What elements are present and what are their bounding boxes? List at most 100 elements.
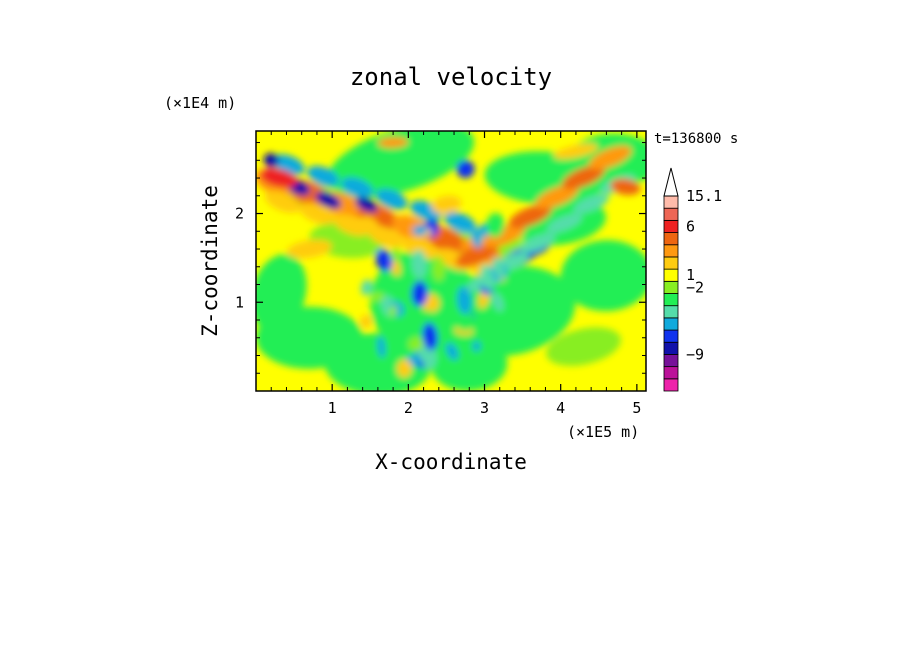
colorbar-segment bbox=[663, 207, 679, 221]
field-blob bbox=[456, 160, 475, 179]
colorbar-segment bbox=[663, 280, 679, 294]
x-tick-label: 2 bbox=[404, 399, 413, 417]
field-blob bbox=[588, 145, 632, 170]
field-blob bbox=[472, 341, 481, 352]
y-tick-label: 2 bbox=[235, 205, 244, 223]
field-blob bbox=[327, 131, 475, 198]
field-blob bbox=[546, 327, 621, 366]
field-blob bbox=[431, 195, 462, 214]
field-blob bbox=[377, 137, 409, 148]
field-blob bbox=[491, 292, 504, 312]
x-scale-note: (×1E5 m) bbox=[567, 423, 639, 441]
field-blob bbox=[457, 286, 472, 315]
colorbar-segment bbox=[663, 232, 679, 246]
field-blob bbox=[427, 309, 443, 337]
plot-frame bbox=[255, 130, 647, 392]
colorbar-label: 1 bbox=[686, 266, 695, 284]
colorbar-segment bbox=[663, 305, 679, 319]
contour-field bbox=[256, 131, 646, 391]
colorbar-segment bbox=[663, 329, 679, 343]
x-tick-label: 3 bbox=[480, 399, 489, 417]
colorbar-label: 6 bbox=[686, 217, 695, 235]
field-blob bbox=[360, 279, 373, 296]
field-blob bbox=[455, 243, 499, 268]
field-blob bbox=[535, 184, 579, 209]
field-blob bbox=[263, 153, 279, 168]
field-blob bbox=[371, 292, 384, 302]
field-blob bbox=[390, 247, 401, 262]
field-blob bbox=[610, 178, 641, 196]
field-blob bbox=[298, 202, 335, 225]
field-blob bbox=[360, 216, 379, 231]
colorbar-segment bbox=[663, 354, 679, 368]
field-blob bbox=[553, 143, 599, 160]
field-blob bbox=[482, 223, 526, 248]
colorbar-segment bbox=[663, 293, 679, 307]
y-axis: 12 bbox=[235, 142, 646, 374]
field-blob bbox=[260, 168, 298, 188]
field-blob bbox=[573, 194, 610, 214]
colorbar-segment bbox=[663, 244, 679, 258]
field-blob bbox=[401, 237, 438, 260]
colorbar-segment bbox=[663, 366, 679, 380]
field-blob bbox=[411, 280, 428, 307]
chart-title: zonal velocity bbox=[350, 63, 552, 91]
colorbar-segment bbox=[663, 256, 679, 270]
field-blob bbox=[355, 197, 378, 213]
x-axis-label: X-coordinate bbox=[375, 450, 527, 474]
field-blob bbox=[256, 254, 307, 333]
field-blob bbox=[388, 305, 398, 317]
field-blob bbox=[359, 314, 372, 329]
colorbar-label: −2 bbox=[686, 278, 704, 296]
field-blob bbox=[492, 256, 505, 280]
field-blob bbox=[454, 307, 474, 332]
y-scale-note: (×1E4 m) bbox=[164, 94, 236, 112]
field-blob bbox=[486, 212, 505, 238]
colorbar-segment bbox=[663, 195, 679, 209]
colorbar-segment bbox=[663, 378, 679, 392]
field-blob bbox=[445, 342, 459, 361]
field-blob bbox=[411, 249, 427, 280]
field-blob bbox=[408, 336, 424, 351]
x-axis: 1 2 3 4 5 bbox=[270, 131, 641, 417]
field-blob bbox=[546, 213, 583, 233]
time-label: t=136800 s bbox=[654, 131, 738, 147]
field-blob bbox=[264, 191, 301, 213]
field-blob bbox=[367, 225, 404, 248]
field-blob bbox=[315, 191, 342, 209]
field-blob bbox=[307, 165, 339, 187]
colorbar-label: −9 bbox=[686, 345, 704, 363]
field-blob bbox=[562, 165, 605, 190]
field-blob bbox=[519, 233, 556, 253]
field-blob bbox=[286, 239, 332, 259]
field-blob bbox=[444, 212, 477, 233]
field-blob bbox=[423, 356, 436, 370]
field-blob bbox=[480, 264, 494, 291]
field-blob bbox=[375, 249, 393, 272]
field-blob bbox=[432, 256, 445, 282]
velocity-blobs bbox=[256, 131, 646, 391]
field-blob bbox=[333, 214, 370, 236]
x-tick-label: 5 bbox=[632, 399, 641, 417]
field-blob bbox=[341, 177, 374, 199]
colorbar: 15.1 6 1−2 −9 bbox=[663, 167, 722, 392]
y-tick-label: 1 bbox=[235, 293, 244, 311]
field-blob bbox=[422, 322, 438, 351]
field-blob bbox=[377, 335, 386, 358]
colorbar-extend-arrow bbox=[663, 167, 679, 197]
field-blob bbox=[412, 225, 428, 236]
colorbar-segment bbox=[663, 268, 679, 282]
field-blob bbox=[375, 188, 408, 210]
x-tick-label: 1 bbox=[328, 399, 337, 417]
colorbar-segment bbox=[663, 317, 679, 331]
y-axis-label: Z-coordinate bbox=[198, 185, 222, 337]
colorbar-segment bbox=[663, 341, 679, 355]
field-blob bbox=[471, 229, 482, 249]
field-blob bbox=[508, 204, 552, 229]
field-blob bbox=[560, 240, 646, 312]
colorbar-segment bbox=[663, 219, 679, 233]
x-tick-label: 4 bbox=[556, 399, 565, 417]
colorbar-label: 15.1 bbox=[686, 187, 722, 205]
field-blob bbox=[396, 359, 412, 378]
